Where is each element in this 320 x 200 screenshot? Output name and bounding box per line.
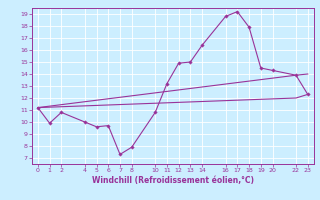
X-axis label: Windchill (Refroidissement éolien,°C): Windchill (Refroidissement éolien,°C) xyxy=(92,176,254,185)
